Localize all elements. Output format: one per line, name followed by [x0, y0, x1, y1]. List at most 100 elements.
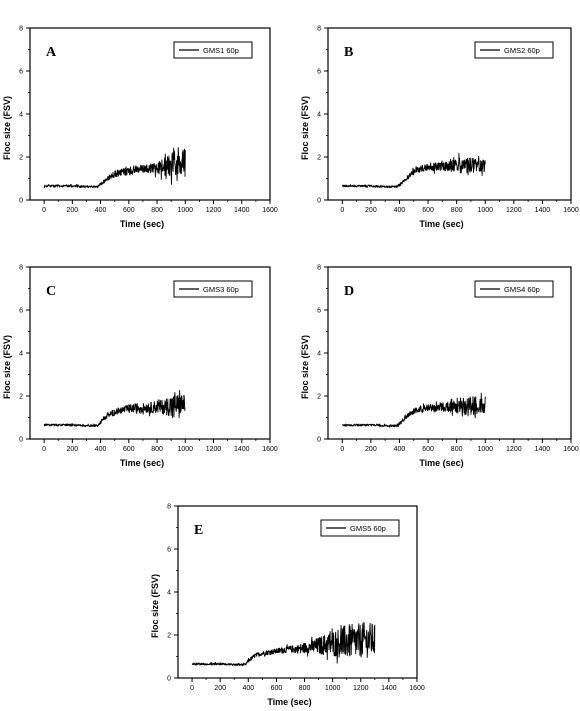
y-tick-label: 8 — [167, 504, 171, 511]
x-tick-label: 1200 — [206, 446, 222, 453]
y-tick-label: 2 — [317, 394, 321, 401]
y-tick-label: 0 — [317, 198, 321, 205]
y-axis-title: Floc size (FSV) — [300, 335, 310, 399]
x-tick-label: 0 — [42, 446, 46, 453]
x-tick-label: 0 — [42, 207, 46, 214]
panel-label: C — [46, 284, 56, 299]
series-line — [341, 152, 486, 189]
y-tick-label: 4 — [317, 112, 321, 119]
legend-entry: GMS4 60p — [504, 285, 540, 294]
legend-box — [320, 519, 400, 537]
y-tick-label: 4 — [167, 590, 171, 597]
x-tick-label: 600 — [422, 207, 434, 214]
legend-box — [173, 41, 253, 59]
x-tick-label: 1400 — [535, 446, 551, 453]
y-tick-label: 6 — [317, 69, 321, 76]
y-tick-label: 0 — [167, 676, 171, 683]
x-tick-label: 0 — [190, 685, 194, 692]
x-tick-label: 0 — [340, 446, 344, 453]
y-axis-title: Floc size (FSV) — [2, 335, 12, 399]
x-tick-label: 600 — [123, 207, 135, 214]
x-tick-label: 800 — [451, 446, 463, 453]
y-tick-label: 8 — [317, 26, 321, 33]
y-axis-title: Floc size (FSV) — [300, 96, 310, 160]
x-tick-label: 200 — [365, 446, 377, 453]
x-tick-label: 1600 — [563, 446, 579, 453]
y-tick-label: 4 — [19, 112, 23, 119]
y-tick-label: 6 — [317, 308, 321, 315]
legend-entry: GMS1 60p — [203, 46, 239, 55]
x-tick-label: 1600 — [262, 207, 278, 214]
legend-box — [173, 280, 253, 298]
x-tick-label: 600 — [123, 446, 135, 453]
x-tick-label: 800 — [299, 685, 311, 692]
series-line — [342, 392, 486, 428]
legend-box — [474, 280, 554, 298]
y-axis-title: Floc size (FSV) — [150, 574, 160, 638]
series-line — [43, 147, 186, 189]
chart-panel-c: 0 2 4 6 8 0 200 400 600 800 1000 1200 1400 1600 Time (… — [2, 265, 278, 469]
y-tick-label: 2 — [317, 155, 321, 162]
panel-label: A — [46, 45, 57, 60]
x-tick-label: 400 — [242, 685, 254, 692]
y-tick-label: 2 — [19, 394, 23, 401]
x-tick-label: 1000 — [325, 685, 341, 692]
x-tick-label: 1000 — [477, 446, 493, 453]
x-tick-label: 400 — [95, 207, 107, 214]
legend-entry: GMS2 60p — [504, 46, 540, 55]
x-tick-label: 1000 — [178, 446, 194, 453]
x-tick-label: 1200 — [506, 446, 522, 453]
y-tick-label: 0 — [19, 437, 23, 444]
x-tick-label: 600 — [422, 446, 434, 453]
x-axis-title: Time (sec) — [120, 458, 164, 468]
legend-box — [474, 41, 554, 59]
y-tick-label: 6 — [19, 69, 23, 76]
chart-panel-b: 0 2 4 6 8 0 200 400 600 800 1000 1200 1400 1600 Time (… — [300, 26, 579, 230]
series-line — [43, 389, 186, 428]
x-axis-title: Time (sec) — [419, 458, 463, 468]
panel-label: E — [194, 523, 203, 538]
legend-entry: GMS5 60p — [350, 524, 386, 533]
y-tick-label: 8 — [317, 265, 321, 272]
x-tick-label: 1600 — [563, 207, 579, 214]
x-tick-label: 800 — [151, 446, 163, 453]
x-tick-label: 1400 — [381, 685, 397, 692]
chart-panel-e: 0 2 4 6 8 0 200 400 600 800 1000 1200 1400 1600 Time (… — [150, 504, 425, 708]
x-tick-label: 1200 — [506, 207, 522, 214]
x-tick-label: 600 — [271, 685, 283, 692]
y-tick-label: 2 — [19, 155, 23, 162]
y-tick-label: 4 — [317, 351, 321, 358]
x-tick-label: 200 — [214, 685, 226, 692]
x-tick-label: 400 — [95, 446, 107, 453]
y-tick-label: 8 — [19, 26, 23, 33]
y-tick-label: 4 — [19, 351, 23, 358]
series-line — [191, 621, 376, 667]
y-tick-label: 6 — [19, 308, 23, 315]
x-axis-title: Time (sec) — [419, 219, 463, 229]
y-axis-title: Floc size (FSV) — [2, 96, 12, 160]
x-tick-label: 200 — [67, 207, 79, 214]
x-tick-label: 1600 — [409, 685, 425, 692]
x-tick-label: 800 — [451, 207, 463, 214]
x-tick-label: 1400 — [535, 207, 551, 214]
x-tick-label: 1400 — [234, 207, 250, 214]
legend-entry: GMS3 60p — [203, 285, 239, 294]
x-tick-label: 400 — [394, 207, 406, 214]
chart-panel-d: 0 2 4 6 8 0 200 400 600 800 1000 1200 1400 1600 Time (… — [300, 265, 579, 469]
y-tick-label: 2 — [167, 633, 171, 640]
y-tick-label: 0 — [317, 437, 321, 444]
x-tick-label: 1200 — [206, 207, 222, 214]
x-axis-title: Time (sec) — [267, 697, 311, 707]
y-tick-label: 8 — [19, 265, 23, 272]
y-tick-label: 6 — [167, 547, 171, 554]
y-tick-label: 0 — [19, 198, 23, 205]
chart-panel-a: 0 2 4 6 8 0 200 400 600 800 1000 1200 1400 1600 Time (… — [2, 26, 278, 230]
x-axis-title: Time (sec) — [120, 219, 164, 229]
x-tick-label: 1400 — [234, 446, 250, 453]
x-tick-label: 200 — [67, 446, 79, 453]
x-tick-label: 1000 — [178, 207, 194, 214]
x-tick-label: 1200 — [353, 685, 369, 692]
x-tick-label: 400 — [394, 446, 406, 453]
x-tick-label: 800 — [151, 207, 163, 214]
